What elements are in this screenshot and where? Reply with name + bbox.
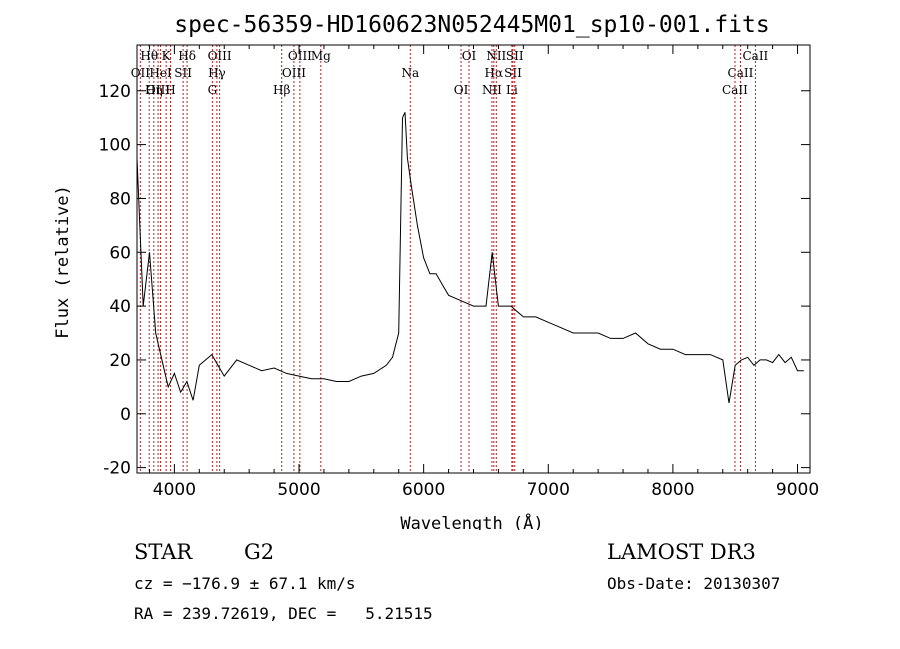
x-tick-label: 5000 <box>277 480 320 500</box>
spectrum-chart: spec-56359-HD160623N052445M01_sp10-001.f… <box>53 12 819 530</box>
spectral-line-label: SII <box>504 66 522 80</box>
spectral-line-label: CaII <box>722 83 748 97</box>
spectral-line-label: CaII <box>742 49 768 63</box>
y-tick-label: 60 <box>109 243 131 263</box>
y-tick-label: 0 <box>120 405 131 425</box>
observation-date: Obs-Date: 20130307 <box>607 574 781 593</box>
y-tick-label: 20 <box>109 351 131 371</box>
x-tick-label: 7000 <box>527 480 570 500</box>
spectral-line-label: SII <box>174 66 192 80</box>
spectral-line-label: Hδ <box>178 49 196 63</box>
plot-frame <box>136 44 811 474</box>
survey-name: LAMOST DR3 <box>607 540 756 564</box>
object-type: STAR <box>134 540 193 564</box>
object-subclass: G2 <box>244 540 275 564</box>
y-axis-ticks: -20 0 20 40 60 80 100 120 <box>99 82 810 479</box>
spectral-line-label: OII <box>131 66 151 80</box>
spectral-line-label: Hγ <box>208 66 226 80</box>
spectral-line-label: OI <box>462 49 477 63</box>
y-tick-label: 80 <box>109 189 131 209</box>
spectral-line-label: OIII <box>146 83 170 97</box>
x-axis-label: Wavelength (Å) <box>400 512 543 530</box>
y-axis-label: Flux (relative) <box>53 185 73 339</box>
spectral-line-label: OIII <box>208 49 232 63</box>
y-tick-label: 120 <box>99 82 131 102</box>
spectral-line-label: HeI <box>149 66 172 80</box>
x-axis-ticks: 4000 5000 6000 7000 8000 9000 <box>148 45 819 500</box>
chart-title: spec-56359-HD160623N052445M01_sp10-001.f… <box>174 12 769 38</box>
spectral-line-label: OIII <box>282 66 306 80</box>
spectral-line-label: NII <box>486 49 506 63</box>
spectral-line-label: CaII <box>728 66 754 80</box>
y-tick-label: -20 <box>103 459 131 479</box>
ra-dec: RA = 239.72619, DEC = 5.21515 <box>134 604 433 623</box>
spectral-line-label: Li <box>506 83 518 97</box>
y-tick-label: 100 <box>99 136 131 156</box>
spectral-line-label: Hα <box>485 66 504 80</box>
spectral-line-label: H <box>165 83 175 97</box>
spectral-lines-layer: HθOIIOIIIKHeIHηHδSIIHOIIIHγGOIIIOIIIHβMg… <box>131 45 769 473</box>
spectral-line-label: NII <box>482 83 502 97</box>
x-tick-label: 6000 <box>402 480 445 500</box>
spectral-line-label: Hη <box>145 83 163 97</box>
spectral-line-label: SII <box>506 49 524 63</box>
spectral-line-label: OI <box>454 83 469 97</box>
spectral-line-label: Na <box>401 66 419 80</box>
spectrum-line <box>136 112 804 404</box>
spectral-line-label: Hβ <box>273 83 290 97</box>
y-tick-label: 40 <box>109 297 131 317</box>
spectral-line-label: Hθ <box>140 49 158 63</box>
redshift-cz: cz = −176.9 ± 67.1 km/s <box>134 574 356 593</box>
x-tick-label: 8000 <box>651 480 694 500</box>
spectral-line-label: OIII <box>288 49 312 63</box>
spectral-line-label: K <box>162 49 172 63</box>
x-tick-label: 4000 <box>153 480 196 500</box>
spectral-line-label: G <box>208 83 218 97</box>
x-tick-label: 9000 <box>776 480 819 500</box>
spectral-line-label: Mg <box>311 49 331 63</box>
